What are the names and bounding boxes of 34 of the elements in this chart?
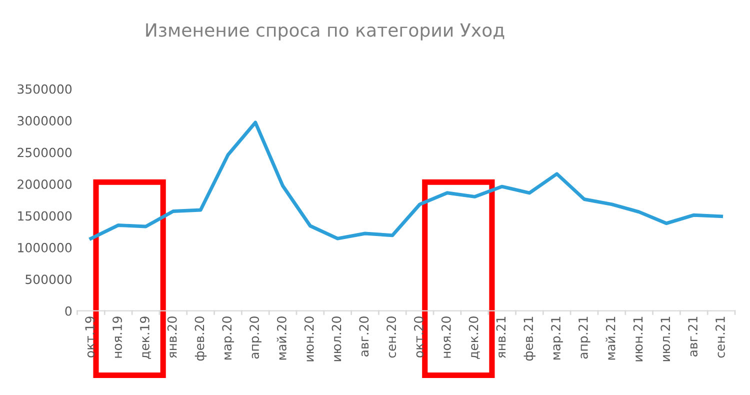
x-tick-label: май.20: [276, 316, 286, 360]
x-tick-label: авг.20: [359, 316, 369, 356]
y-tick-label: 1500000: [18, 211, 72, 221]
x-tick-label: дек.20: [468, 316, 480, 359]
x-tick-label: окт.19: [85, 316, 95, 358]
x-tick-label: май.21: [606, 316, 616, 360]
y-tick-label: 2000000: [18, 179, 72, 189]
x-tick-label: мар.20: [222, 316, 234, 360]
x-tick-label: апр.20: [250, 316, 262, 359]
x-tick-label: авг.21: [688, 316, 698, 356]
x-tick-label: июл.21: [660, 316, 670, 362]
y-tick-label: 2500000: [18, 148, 72, 158]
x-tick-label: апр.21: [578, 316, 590, 359]
x-tick-label: янв.21: [496, 316, 506, 358]
x-tick-label: мар.21: [551, 316, 563, 360]
x-tick-label: сен.21: [715, 316, 725, 358]
x-tick-label: июн.20: [304, 316, 314, 362]
y-tick-label: 500000: [26, 274, 72, 284]
x-tick-label: сен.20: [386, 316, 396, 358]
x-tick-label: дек.19: [140, 316, 151, 359]
y-tick-label: 0: [65, 306, 72, 316]
x-tick-label: ноя.19: [112, 316, 122, 358]
x-tick-label: фев.20: [194, 316, 207, 361]
line-series: [89, 120, 724, 240]
y-tick-label: 1000000: [18, 242, 72, 252]
y-tick-label: 3500000: [18, 84, 72, 94]
chart-title: Изменение спроса по категории Уход: [146, 23, 504, 40]
x-tick-label: окт.20: [414, 316, 424, 358]
x-tick-label: июн.21: [633, 316, 643, 362]
x-tick-label: ноя.20: [441, 316, 451, 358]
x-tick-label: янв.20: [167, 316, 177, 358]
x-tick-label: фев.21: [524, 316, 536, 361]
y-tick-label: 3000000: [18, 116, 72, 126]
x-tick-label: июл.20: [332, 316, 342, 362]
